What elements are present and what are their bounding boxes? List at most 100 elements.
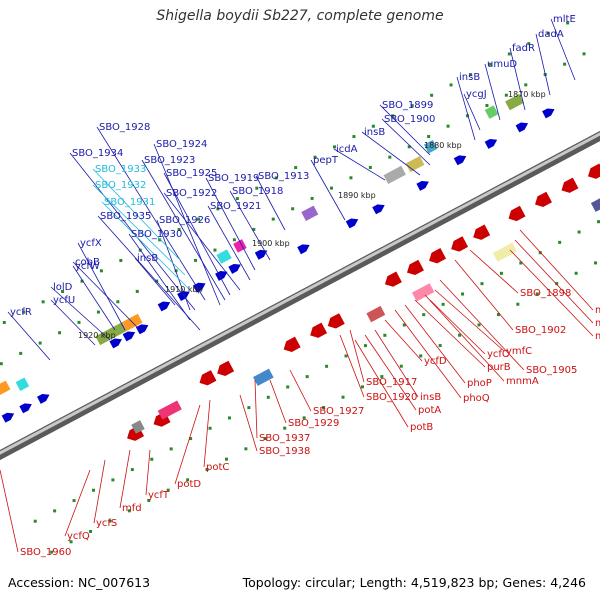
track-tick xyxy=(496,313,500,317)
track-tick xyxy=(524,83,528,87)
track-tick xyxy=(349,176,353,180)
minus-label: ycfQ xyxy=(67,531,90,542)
plus-gene-box xyxy=(216,249,232,264)
plus-gene-arrow xyxy=(228,263,241,274)
plus-label-leader xyxy=(77,242,126,331)
plus-label: SBO_1925 xyxy=(166,168,217,179)
track-tick xyxy=(111,478,115,482)
track-tick xyxy=(255,186,259,190)
minus-label-leader xyxy=(0,469,19,553)
minus-label: ycfT xyxy=(148,490,170,501)
plus-gene-arrow xyxy=(1,412,15,423)
plus-label: SBO_1899 xyxy=(382,100,433,111)
minus-gene-arrow xyxy=(508,205,526,222)
plus-label-leader xyxy=(141,159,226,301)
plus-label: SBO_1900 xyxy=(384,114,435,125)
track-tick xyxy=(213,248,217,252)
track-tick xyxy=(271,217,275,221)
track-tick xyxy=(291,207,295,211)
minus-gene-arrow-shape xyxy=(384,271,402,287)
track-tick xyxy=(50,550,54,554)
track-tick xyxy=(283,426,287,430)
track-tick xyxy=(563,62,567,66)
track-tick xyxy=(108,519,112,523)
plus-label: ycfR xyxy=(10,307,32,318)
track-tick xyxy=(535,292,539,296)
plus-label: SBO_1930 xyxy=(131,229,182,240)
plus-gene-box-shape xyxy=(95,322,127,346)
plus-gene-arrow-shape xyxy=(109,338,122,349)
track-tick xyxy=(61,289,65,293)
minus-label-leader xyxy=(289,369,312,412)
minus-label-leader xyxy=(454,259,514,331)
minus-label: minE xyxy=(595,331,600,342)
minus-label: minC xyxy=(595,305,600,316)
track-tick xyxy=(330,186,334,190)
minus-label-leader xyxy=(429,299,486,355)
plus-label: SBO_1922 xyxy=(166,188,217,199)
minus-gene-box xyxy=(253,368,274,386)
minus-label: SBO_1937 xyxy=(259,433,310,444)
track-tick xyxy=(410,104,414,108)
track-tick xyxy=(252,227,256,231)
track-tick xyxy=(419,354,423,358)
track-tick xyxy=(116,300,120,304)
track-tick xyxy=(235,197,239,201)
track-tick xyxy=(325,364,329,368)
plus-gene-box xyxy=(95,322,127,346)
track-tick xyxy=(391,114,395,118)
track-tick xyxy=(485,103,489,107)
plus-gene-arrow xyxy=(542,108,555,119)
track-tick xyxy=(477,323,481,327)
plus-label-leader xyxy=(255,175,286,231)
minus-label-leader xyxy=(239,394,258,452)
plus-gene-box xyxy=(0,380,11,396)
track-tick xyxy=(507,52,511,56)
minus-gene-box xyxy=(366,305,386,323)
track-tick xyxy=(135,289,139,293)
minus-label-leader xyxy=(469,249,519,294)
track-tick xyxy=(371,124,375,128)
plus-gene-arrow-shape xyxy=(1,412,15,423)
track-tick xyxy=(2,320,6,324)
track-tick xyxy=(333,145,337,149)
track-tick xyxy=(263,437,267,441)
track-tick xyxy=(527,42,531,46)
plus-label: SBO_1928 xyxy=(99,122,150,133)
kbp-label: 1890 kbp xyxy=(338,191,376,200)
track-tick xyxy=(294,166,298,170)
plus-label: umuD xyxy=(487,59,517,70)
minus-gene-arrow xyxy=(327,313,345,329)
plus-gene-box xyxy=(15,377,30,391)
plus-gene-arrow-shape xyxy=(542,108,555,119)
plus-label: SBO_1921 xyxy=(210,201,261,212)
plus-label-leader xyxy=(361,131,421,176)
minus-label: potB xyxy=(410,422,433,433)
minus-label: phoQ xyxy=(463,393,490,404)
minus-gene-arrow-shape xyxy=(327,313,345,329)
plus-label: mltE xyxy=(553,14,576,25)
track-tick xyxy=(438,344,442,348)
minus-label-leader xyxy=(254,379,258,439)
minus-label-leader xyxy=(384,319,423,362)
kbp-label: 1920 kbp xyxy=(78,331,116,340)
pseudo-label: SBO_1932 xyxy=(95,180,146,191)
minus-label-leader xyxy=(339,334,365,398)
plus-label-leader xyxy=(156,219,191,311)
minus-gene-box-shape xyxy=(590,196,600,212)
plus-label-leader xyxy=(333,148,386,181)
minus-gene-box-shape xyxy=(492,242,517,262)
track-tick xyxy=(352,135,356,139)
track-tick xyxy=(597,220,600,224)
track-tick xyxy=(77,320,81,324)
minus-gene-box xyxy=(411,283,435,302)
minus-gene-box-shape xyxy=(411,283,435,302)
minus-gene-arrow-shape xyxy=(451,236,469,252)
minus-label: ycfS xyxy=(96,518,117,529)
track-tick xyxy=(388,155,392,159)
plus-label-leader xyxy=(550,18,576,81)
plus-gene-box-shape xyxy=(484,105,499,119)
plus-gene-box-shape xyxy=(405,155,425,173)
plus-label-leader xyxy=(153,143,221,306)
